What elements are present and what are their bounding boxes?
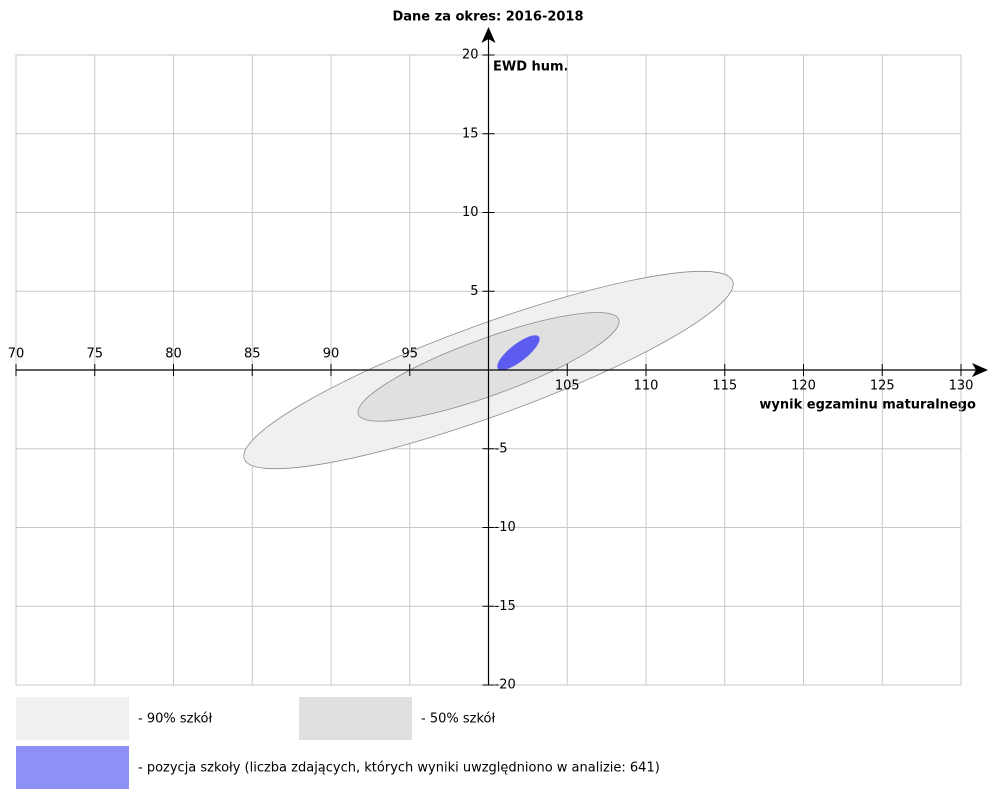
x-tick-label: 85: [244, 347, 261, 362]
x-tick-label: 80: [165, 347, 182, 362]
legend-label: - 50% szkół: [421, 712, 495, 727]
x-tick-label: 125: [870, 379, 895, 394]
y-tick-label: -5: [495, 441, 508, 456]
x-tick-label: 70: [8, 347, 25, 362]
y-tick-label: -15: [495, 599, 516, 614]
chart-title: Dane za okres: 2016-2018: [392, 10, 583, 25]
y-tick-label: 5: [470, 284, 478, 299]
ellipse: [497, 335, 540, 371]
x-arrow: [972, 363, 988, 377]
y-tick-label: 15: [462, 126, 479, 141]
legend-label: - pozycja szkoły (liczba zdających, któr…: [138, 761, 660, 776]
x-tick-label: 95: [401, 347, 418, 362]
x-tick-label: 115: [712, 379, 737, 394]
x-tick-label: 90: [323, 347, 340, 362]
x-tick-label: 75: [86, 347, 103, 362]
legend-swatch: [16, 746, 129, 789]
y-arrow: [481, 27, 496, 43]
x-tick-label: 105: [555, 379, 580, 394]
legend-swatch: [299, 697, 412, 740]
x-axis-label: wynik egzaminu maturalnego: [759, 398, 976, 413]
x-tick-label: 120: [791, 379, 816, 394]
y-tick-label: 20: [462, 48, 479, 63]
x-tick-label: 110: [634, 379, 659, 394]
y-tick-label: -10: [495, 520, 516, 535]
x-tick-label: 130: [949, 379, 974, 394]
legend-label: - 90% szkół: [138, 712, 212, 727]
y-axis-label: EWD hum.: [493, 60, 569, 75]
legend-swatch: [16, 697, 129, 740]
y-tick-label: 10: [462, 205, 479, 220]
y-tick-label: -20: [495, 678, 516, 693]
